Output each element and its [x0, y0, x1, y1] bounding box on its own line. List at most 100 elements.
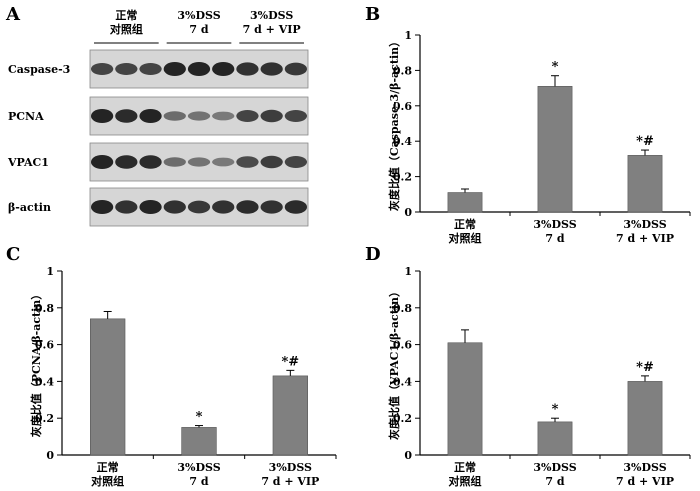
blot-rows: Caspase-3 PCNA VPAC1 β-actin [7, 49, 309, 227]
x-category-label: 3%DSS [269, 461, 312, 474]
blot-band [212, 111, 235, 121]
blot-band [115, 155, 138, 169]
blot-band [139, 63, 162, 75]
bar [272, 375, 308, 456]
blot-band [212, 157, 235, 167]
y-axis-label: 灰度比值（PCNA/β-actin） [29, 289, 43, 438]
y-tick-label: 0.4 [35, 375, 54, 388]
blot-group-header-line: 7 d [189, 23, 208, 36]
x-category-label: 3%DSS [623, 218, 666, 231]
blot-band [115, 200, 138, 214]
y-axis-label: 灰度比值（VPAC1/β-actin） [387, 286, 401, 440]
x-category-label: 7 d + VIP [261, 475, 319, 488]
significance-marker: * [552, 60, 559, 75]
x-category-label: 7 d [545, 475, 564, 488]
x-category-label: 正常 [97, 460, 119, 474]
blot-band [139, 155, 162, 169]
y-tick-label: 0.2 [393, 412, 412, 425]
blot-band [163, 200, 186, 214]
blot-band [284, 110, 308, 122]
blot-group-header-line: 对照组 [110, 22, 143, 36]
y-tick-label: 0.6 [393, 339, 412, 352]
panel-letter-b: B [365, 4, 380, 25]
significance-marker: * [196, 410, 203, 425]
blot-band [187, 111, 211, 121]
bar [447, 192, 483, 213]
blot-band [115, 63, 138, 75]
blot-band [236, 62, 259, 76]
blot-band [260, 155, 283, 169]
x-category-label: 7 d [545, 232, 564, 245]
y-tick-label: 0.6 [35, 339, 54, 352]
y-tick-label: 1 [404, 265, 412, 278]
significance-marker: *# [281, 354, 299, 369]
blot-band [284, 156, 308, 168]
x-category-label: 3%DSS [533, 461, 576, 474]
blot-band [284, 62, 308, 76]
y-tick-label: 0 [404, 449, 412, 462]
blot-band [90, 155, 114, 169]
blot-band [90, 200, 114, 214]
blot-band [139, 109, 162, 123]
blot-row-label: Caspase-3 [8, 63, 70, 76]
y-tick-label: 0 [404, 206, 412, 219]
blot-band [163, 62, 186, 76]
x-category-label: 3%DSS [177, 461, 220, 474]
blot-band [212, 62, 235, 76]
panel-letter-d: D [365, 244, 381, 265]
blot-band [260, 200, 283, 214]
x-category-label: 3%DSS [623, 461, 666, 474]
blot-group-header-line: 7 d + VIP [243, 23, 301, 36]
blot-band [260, 109, 283, 123]
x-category-label: 正常 [454, 217, 476, 231]
bar [627, 381, 663, 456]
x-category-label: 对照组 [449, 474, 482, 488]
blot-group-header-line: 正常 [115, 8, 137, 22]
y-tick-label: 0.6 [393, 100, 412, 113]
blot-row-label: PCNA [8, 110, 44, 123]
blot-row-label: VPAC1 [7, 156, 49, 169]
bar [537, 421, 573, 456]
y-tick-label: 0.8 [35, 302, 54, 315]
x-category-label: 7 d [189, 475, 208, 488]
y-tick-label: 1 [46, 265, 54, 278]
blot-band [236, 110, 259, 122]
blot-band [260, 62, 283, 76]
bar [181, 427, 217, 456]
y-tick-label: 0.4 [393, 375, 412, 388]
y-tick-label: 0.2 [393, 171, 412, 184]
y-tick-label: 1 [404, 29, 412, 42]
panel-letter-c: C [6, 244, 20, 265]
blot-band [187, 62, 211, 76]
y-tick-label: 0 [46, 449, 54, 462]
y-tick-label: 0.4 [393, 135, 412, 148]
blot-group-header-line: 3%DSS [250, 9, 293, 22]
bar [447, 342, 483, 456]
y-axis-label: 灰度比值（Caspase-3/β-actin） [387, 36, 401, 211]
y-tick-label: 0.2 [35, 412, 54, 425]
x-category-label: 3%DSS [533, 218, 576, 231]
blot-group-header-line: 3%DSS [177, 9, 220, 22]
significance-marker: *# [636, 360, 654, 375]
blot-band [236, 156, 259, 168]
blot-band [115, 109, 138, 123]
y-tick-label: 0.8 [393, 64, 412, 77]
blot-band [212, 200, 235, 214]
x-category-label: 正常 [454, 460, 476, 474]
x-category-label: 对照组 [91, 474, 124, 488]
bar [627, 155, 663, 213]
blot-band [163, 157, 186, 167]
x-category-label: 对照组 [449, 231, 482, 245]
bar [90, 318, 126, 456]
blot-band [284, 200, 308, 214]
blot-band [139, 200, 162, 214]
x-category-label: 7 d + VIP [616, 475, 674, 488]
blot-row-label: β-actin [8, 201, 51, 214]
blot-band [187, 200, 211, 214]
significance-marker: *# [636, 134, 654, 149]
